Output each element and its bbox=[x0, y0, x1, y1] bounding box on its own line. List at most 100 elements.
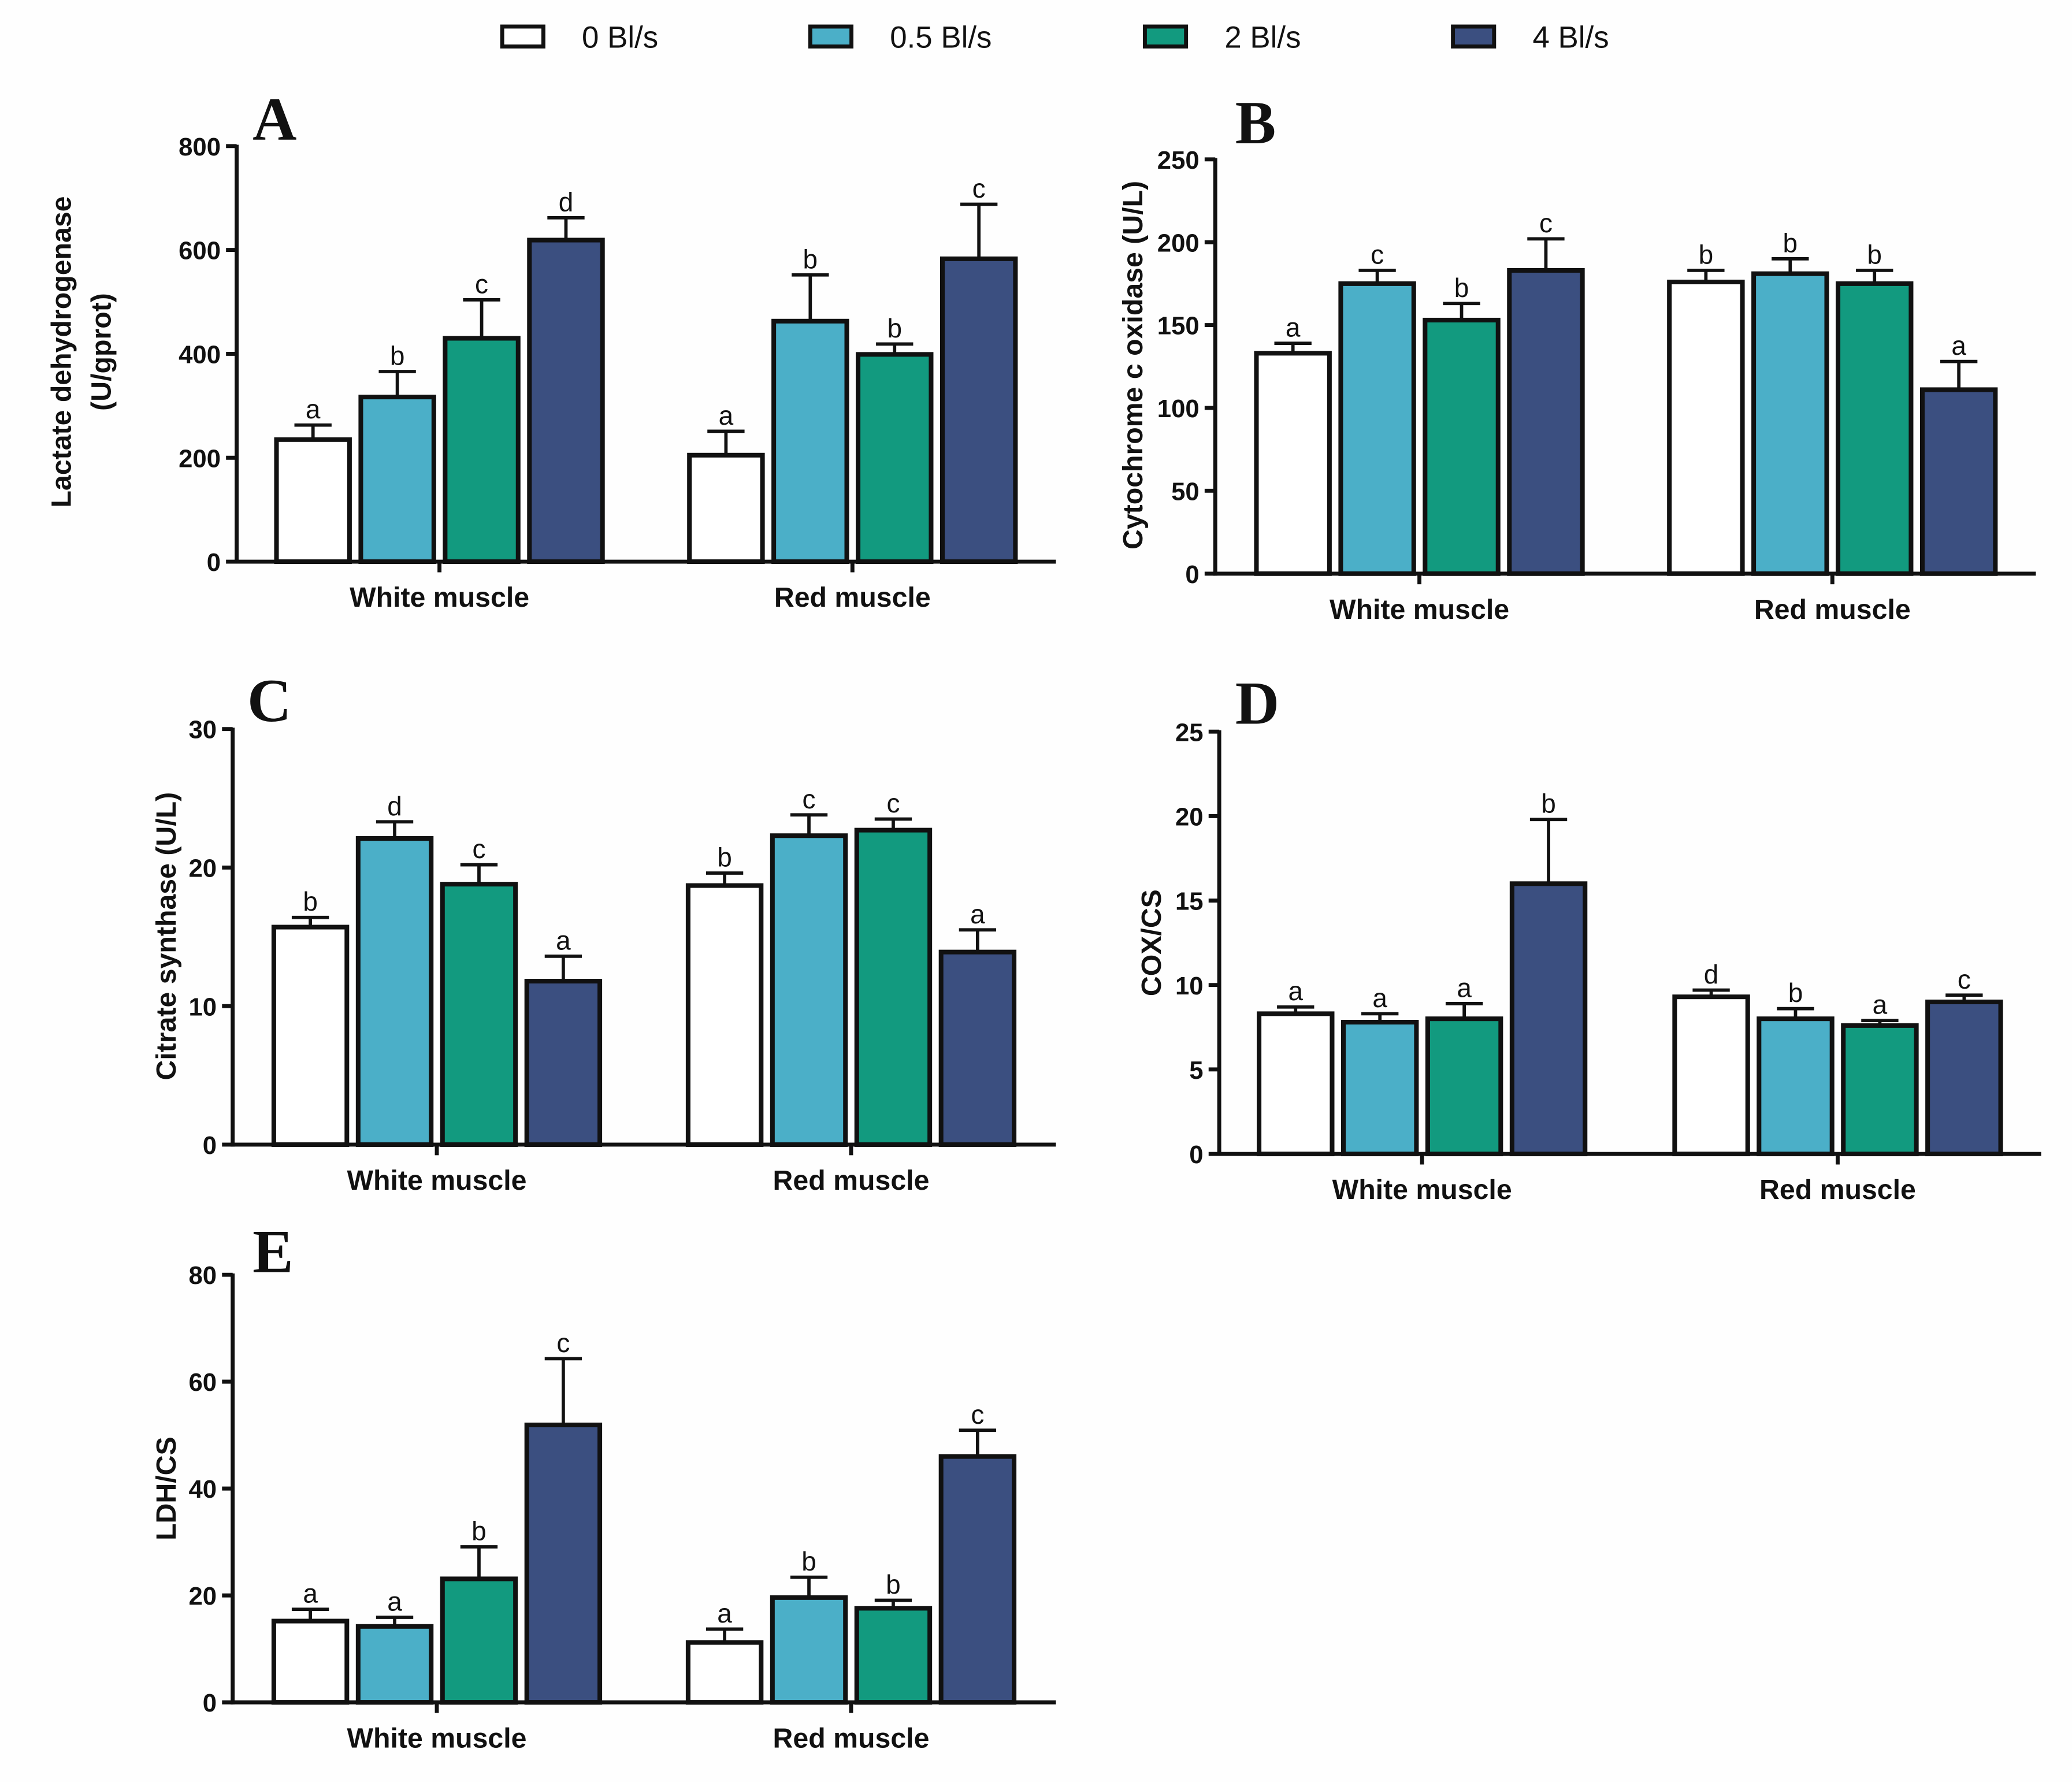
x-category-label: White muscle bbox=[347, 1722, 526, 1754]
significance-letter: a bbox=[306, 394, 321, 424]
y-tick-label: 20 bbox=[1175, 803, 1204, 831]
significance-letter: b bbox=[390, 341, 405, 371]
x-category-label: Red muscle bbox=[773, 1722, 930, 1754]
panel-d: D COX/CS 0 5 10 15 20 25 White muscle a a a b Red mus… bbox=[1136, 669, 2041, 1205]
bar bbox=[271, 925, 350, 1147]
bar bbox=[856, 352, 934, 565]
bar bbox=[1841, 1023, 1919, 1157]
x-category-label: White muscle bbox=[350, 582, 529, 613]
significance-letter: c bbox=[472, 834, 485, 864]
y-axis-label: LDH/CS bbox=[151, 1436, 182, 1540]
significance-letter: b bbox=[1867, 239, 1882, 269]
bar bbox=[1757, 1016, 1835, 1157]
bar bbox=[938, 1454, 1017, 1705]
bar bbox=[770, 833, 848, 1147]
y-tick-label: 800 bbox=[179, 133, 221, 161]
bar bbox=[355, 836, 434, 1147]
significance-letter: b bbox=[1454, 273, 1469, 303]
bar bbox=[771, 318, 849, 565]
panel-b: B Cytochrome c oxidase (U/L) 0 50 100 150 200 2… bbox=[1117, 89, 2036, 625]
significance-letter: d bbox=[387, 791, 402, 821]
legend-swatch bbox=[1451, 24, 1497, 49]
legend: 0 Bl/s 0.5 Bl/s 2 Bl/s 4 Bl/s bbox=[500, 21, 1609, 55]
bar bbox=[440, 1576, 518, 1705]
y-tick-label: 50 bbox=[1171, 477, 1200, 506]
significance-letter: c bbox=[886, 788, 900, 818]
bar bbox=[524, 1423, 603, 1705]
bar bbox=[1667, 279, 1745, 576]
y-tick-label: 25 bbox=[1175, 718, 1204, 747]
y-tick-label: 0 bbox=[203, 1689, 217, 1717]
significance-letter: a bbox=[1457, 972, 1472, 1003]
significance-letter: b bbox=[886, 1569, 901, 1599]
bar bbox=[854, 1606, 933, 1705]
y-tick-label: 250 bbox=[1157, 146, 1200, 175]
bar bbox=[1338, 281, 1416, 576]
y-tick-label: 10 bbox=[189, 993, 217, 1021]
y-tick-label: 20 bbox=[189, 1582, 217, 1610]
significance-letter: a bbox=[1288, 976, 1303, 1006]
significance-letter: c bbox=[971, 1399, 984, 1430]
significance-letter: a bbox=[303, 1579, 318, 1609]
y-tick-label: 600 bbox=[179, 237, 221, 265]
x-category-label: White muscle bbox=[1330, 594, 1509, 625]
y-axis-label: (U/gprot) bbox=[86, 293, 117, 411]
bar bbox=[1509, 881, 1588, 1157]
bar bbox=[940, 256, 1018, 565]
panel-c: C Citrate synthase (U/L) 0 10 20 30 White musc… bbox=[151, 667, 1056, 1196]
bar bbox=[1425, 1016, 1503, 1157]
significance-letter: a bbox=[717, 1598, 732, 1628]
bar bbox=[854, 827, 933, 1147]
y-tick-label: 10 bbox=[1175, 972, 1204, 1000]
y-tick-label: 0 bbox=[1185, 560, 1199, 589]
legend-label: 0.5 Bl/s bbox=[890, 21, 992, 55]
significance-letter: c bbox=[475, 269, 488, 299]
significance-letter: c bbox=[1371, 239, 1384, 269]
bar bbox=[358, 395, 436, 565]
y-tick-label: 150 bbox=[1157, 312, 1200, 340]
legend-swatch bbox=[808, 24, 854, 49]
significance-letter: a bbox=[1372, 983, 1387, 1013]
bar bbox=[687, 452, 765, 565]
bar bbox=[1919, 387, 1998, 576]
y-tick-label: 0 bbox=[1189, 1141, 1203, 1169]
significance-letter: c bbox=[803, 784, 816, 814]
significance-letter: a bbox=[556, 925, 571, 955]
significance-letter: b bbox=[303, 886, 318, 916]
significance-letter: b bbox=[1699, 239, 1714, 269]
bar bbox=[1341, 1019, 1419, 1157]
y-tick-label: 400 bbox=[179, 341, 221, 369]
bar bbox=[1751, 271, 1829, 576]
significance-letter: b bbox=[1783, 228, 1798, 258]
legend-label: 2 Bl/s bbox=[1224, 21, 1301, 55]
significance-letter: c bbox=[972, 173, 986, 203]
significance-letter: a bbox=[387, 1587, 402, 1617]
legend-label: 0 Bl/s bbox=[582, 21, 658, 55]
bar bbox=[524, 978, 603, 1147]
y-tick-label: 30 bbox=[189, 716, 217, 744]
panel-a: A Lactate dehydrogenase (U/gprot) 0 200 400 60… bbox=[46, 85, 1056, 613]
y-axis-label: Citrate synthase (U/L) bbox=[151, 792, 182, 1081]
y-tick-label: 40 bbox=[189, 1475, 217, 1503]
legend-swatch bbox=[1142, 24, 1189, 49]
y-tick-label: 200 bbox=[179, 444, 221, 473]
bar bbox=[527, 237, 605, 565]
significance-letter: b bbox=[717, 842, 732, 873]
significance-letter: b bbox=[887, 313, 902, 343]
bar bbox=[271, 1618, 350, 1705]
y-tick-label: 20 bbox=[189, 854, 217, 882]
significance-letter: b bbox=[471, 1516, 487, 1546]
significance-letter: d bbox=[559, 187, 574, 217]
y-tick-label: 100 bbox=[1157, 395, 1200, 423]
y-tick-label: 0 bbox=[207, 548, 221, 577]
bar bbox=[1672, 994, 1750, 1157]
panel-letter: E bbox=[252, 1218, 294, 1286]
significance-letter: b bbox=[1788, 978, 1803, 1008]
bar bbox=[1925, 999, 2003, 1157]
bar bbox=[1836, 281, 1914, 576]
y-tick-label: 0 bbox=[203, 1131, 217, 1160]
x-category-label: Red muscle bbox=[1759, 1174, 1916, 1205]
bar bbox=[938, 949, 1017, 1147]
